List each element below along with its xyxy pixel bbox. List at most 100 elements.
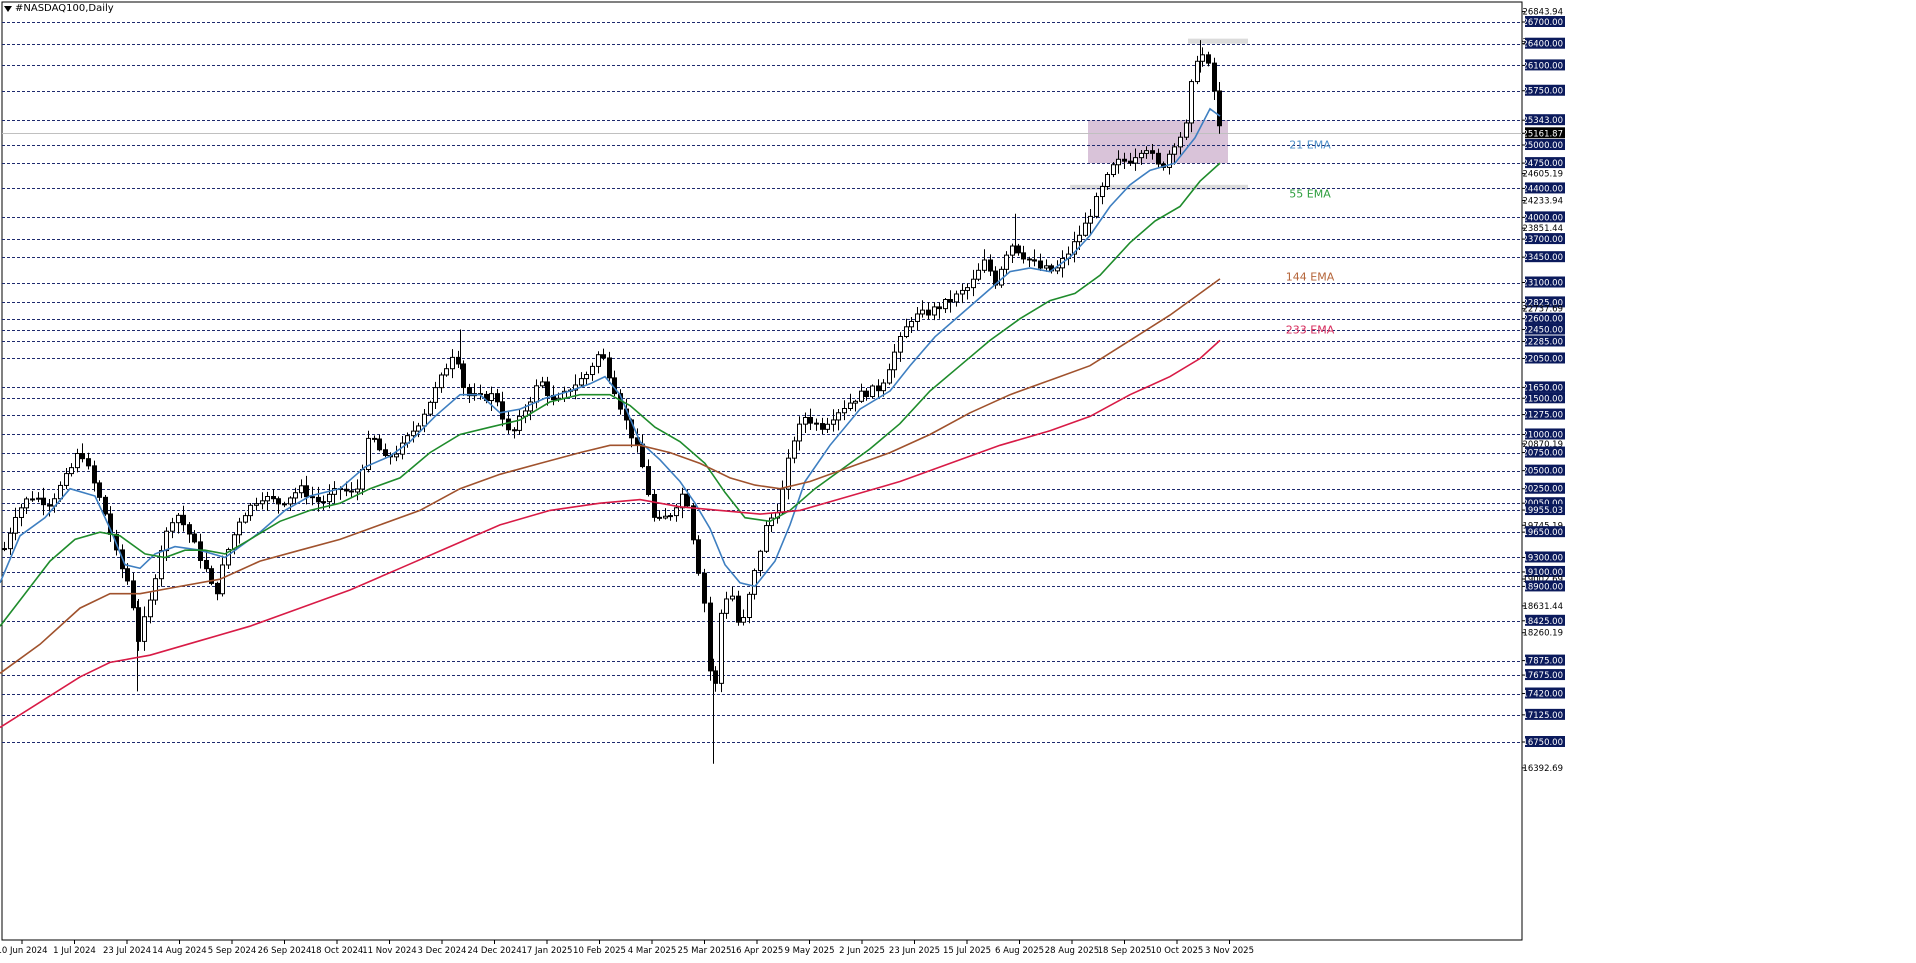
price-label-29: 20750.00 xyxy=(1522,449,1563,459)
candle-body-108 xyxy=(607,357,612,379)
candle-body-149 xyxy=(836,412,841,421)
time-label-22: 10 Oct 2025 xyxy=(1151,946,1204,956)
price-label-box-7 xyxy=(1525,127,1565,139)
price-label-box-4 xyxy=(1525,59,1565,71)
candle-body-58 xyxy=(327,493,332,503)
candle-body-28 xyxy=(159,550,164,580)
price-label-9: 24750.00 xyxy=(1522,159,1563,169)
candle-body-213 xyxy=(1195,60,1200,83)
candle-body-196 xyxy=(1100,185,1105,198)
price-label-42: 18260.19 xyxy=(1522,629,1563,639)
candle-body-132 xyxy=(741,617,746,623)
price-label-box-13 xyxy=(1525,211,1565,223)
candle-body-203 xyxy=(1139,152,1144,159)
time-label-8: 3 Dec 2024 xyxy=(418,946,467,956)
candle-body-181 xyxy=(1016,245,1021,254)
candle-body-210 xyxy=(1178,136,1183,148)
price-label-box-29 xyxy=(1525,446,1565,458)
candle-body-43 xyxy=(243,515,248,523)
zone-1 xyxy=(1188,38,1248,44)
price-label-box-6 xyxy=(1525,114,1565,126)
candle-body-199 xyxy=(1116,158,1121,166)
symbol-title[interactable]: #NASDAQ100,Daily xyxy=(4,3,114,14)
candle-body-182 xyxy=(1021,252,1026,260)
candle-body-214 xyxy=(1200,54,1205,62)
candle-body-129 xyxy=(724,598,729,614)
price-label-43: 17875.00 xyxy=(1522,657,1563,667)
candle-body-145 xyxy=(814,422,819,425)
time-label-2: 23 Jul 2024 xyxy=(103,946,151,956)
candle-body-174 xyxy=(976,269,981,280)
price-label-box-18 xyxy=(1525,296,1565,308)
candle-body-34 xyxy=(192,533,197,543)
candle-body-118 xyxy=(663,515,668,519)
candle-body-140 xyxy=(786,457,791,490)
candle-body-151 xyxy=(848,402,853,409)
price-label-25: 21500.00 xyxy=(1522,394,1563,404)
price-label-box-3 xyxy=(1525,37,1565,49)
candle-body-158 xyxy=(887,369,892,384)
candle-body-57 xyxy=(321,501,326,504)
ema-line-55-ema xyxy=(0,162,1221,627)
price-label-box-46 xyxy=(1525,708,1565,720)
candle-body-41 xyxy=(232,534,237,551)
candle-body-157 xyxy=(881,382,886,392)
candle-body-188 xyxy=(1055,267,1060,272)
candle-body-123 xyxy=(691,505,696,541)
candle-body-161 xyxy=(904,326,909,337)
candle-body-143 xyxy=(803,417,808,425)
price-label-box-30 xyxy=(1525,464,1565,476)
ema-label-3: 233 EMA xyxy=(1286,324,1335,337)
price-label-11: 24400.00 xyxy=(1522,184,1563,194)
candle-body-77 xyxy=(433,387,438,403)
candle-body-62 xyxy=(349,490,354,493)
time-label-1: 1 Jul 2024 xyxy=(53,946,96,956)
candle-body-122 xyxy=(685,493,690,507)
candle-body-54 xyxy=(304,485,309,498)
candle-body-202 xyxy=(1133,157,1138,164)
candle-body-87 xyxy=(489,393,494,402)
price-label-box-11 xyxy=(1525,182,1565,194)
candle-body-127 xyxy=(713,670,718,684)
price-label-0: 26843.94 xyxy=(1522,8,1563,18)
candle-body-192 xyxy=(1077,234,1082,243)
candle-body-119 xyxy=(668,515,673,518)
price-label-box-25 xyxy=(1525,392,1565,404)
candle-body-70 xyxy=(394,453,399,458)
candle-body-205 xyxy=(1150,150,1155,154)
candle-body-88 xyxy=(495,393,500,403)
price-label-box-17 xyxy=(1525,276,1565,288)
candle-body-121 xyxy=(680,493,685,509)
candle-body-146 xyxy=(820,423,825,430)
candle-body-133 xyxy=(747,593,752,619)
price-label-12: 24233.94 xyxy=(1522,196,1563,206)
candle-body-95 xyxy=(534,385,539,403)
price-label-box-27 xyxy=(1525,428,1565,440)
price-label-22: 22285.00 xyxy=(1522,337,1563,347)
time-label-20: 28 Aug 2025 xyxy=(1045,946,1099,956)
time-label-5: 26 Sep 2024 xyxy=(258,946,312,956)
candle-body-92 xyxy=(517,415,522,431)
candle-body-125 xyxy=(702,572,707,604)
dropdown-triangle-icon[interactable] xyxy=(4,5,12,12)
candle-body-48 xyxy=(271,496,276,500)
time-label-0: 10 Jun 2024 xyxy=(0,946,48,956)
price-label-box-22 xyxy=(1525,335,1565,347)
time-label-10: 17 Jan 2025 xyxy=(522,946,573,956)
price-label-box-16 xyxy=(1525,251,1565,263)
time-label-4: 5 Sep 2024 xyxy=(208,946,256,956)
price-label-box-37 xyxy=(1525,565,1565,577)
time-label-9: 24 Dec 2024 xyxy=(467,946,521,956)
candle-body-10 xyxy=(58,484,63,500)
candle-body-139 xyxy=(780,488,785,514)
price-label-box-26 xyxy=(1525,408,1565,420)
candle-body-128 xyxy=(719,612,724,684)
candle-body-144 xyxy=(808,417,813,424)
candle-body-179 xyxy=(1004,254,1009,270)
candle-body-105 xyxy=(590,365,595,376)
candle-body-208 xyxy=(1167,153,1172,168)
candle-body-183 xyxy=(1027,258,1032,261)
time-label-17: 23 Jun 2025 xyxy=(889,946,940,956)
